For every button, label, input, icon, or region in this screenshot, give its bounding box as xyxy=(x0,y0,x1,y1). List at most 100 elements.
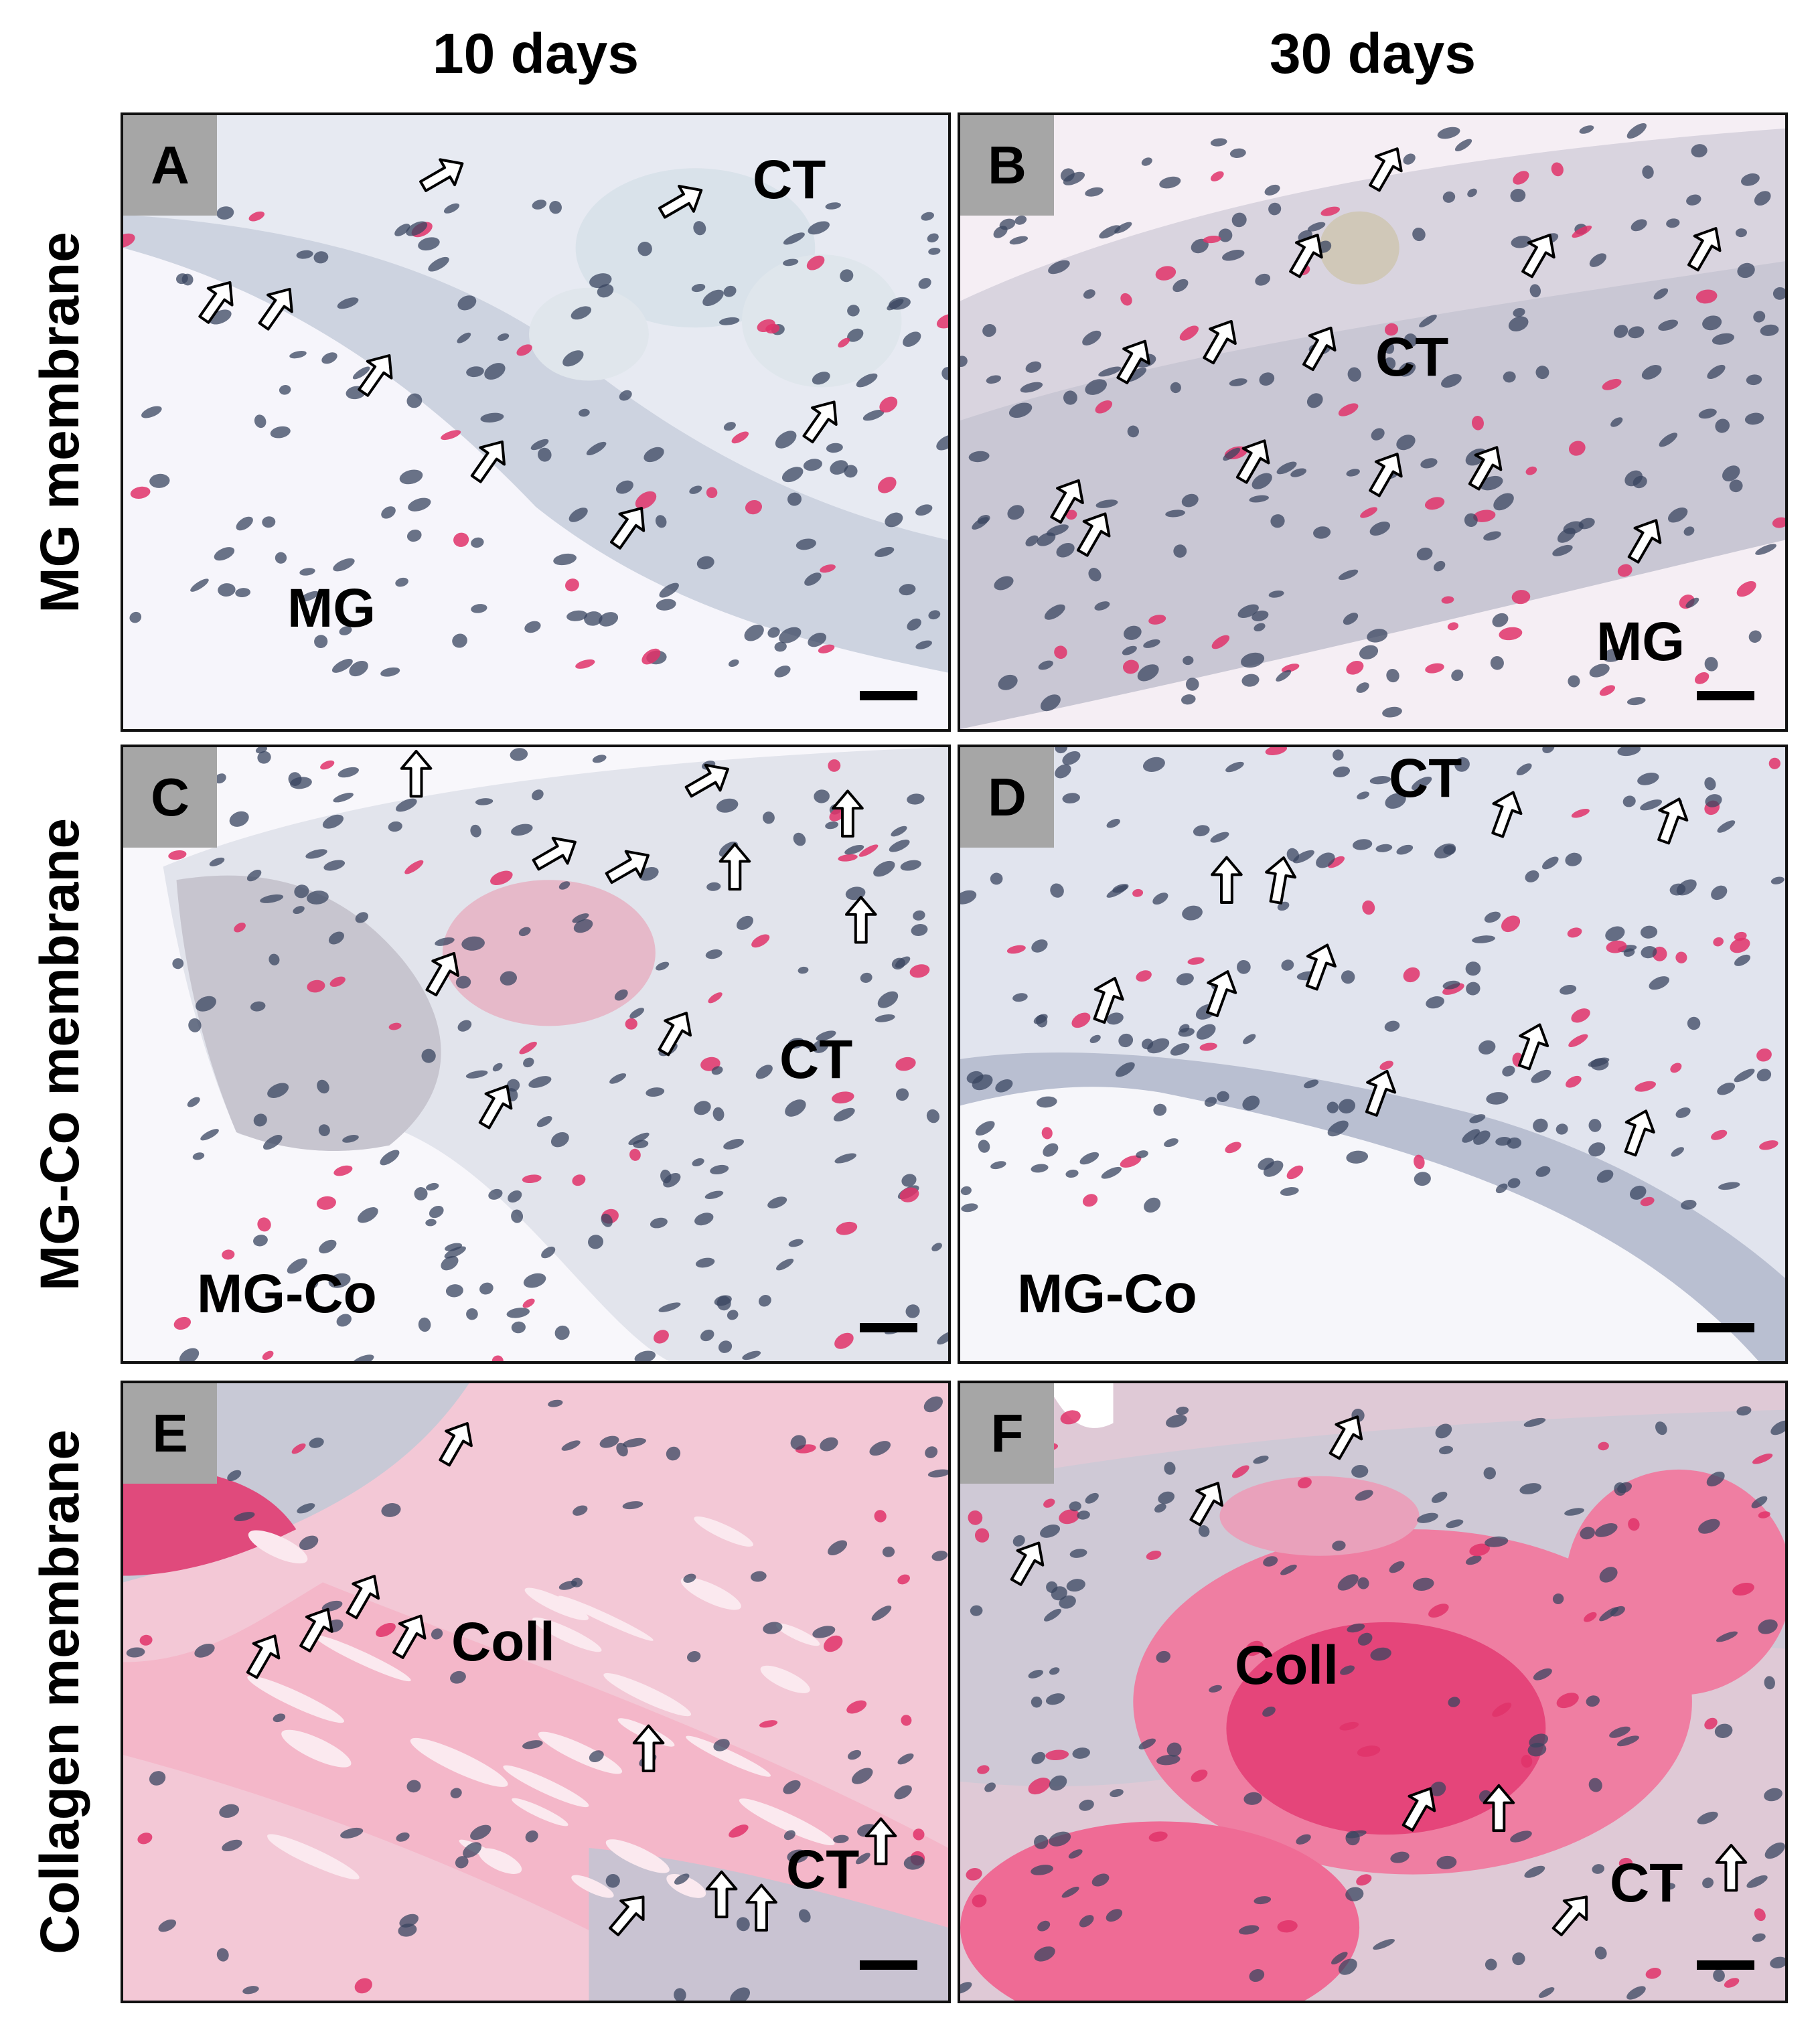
cell-nucleus xyxy=(381,1503,401,1517)
cell-nucleus xyxy=(1164,1462,1176,1475)
stained-cell xyxy=(1041,1127,1053,1140)
cell-nucleus xyxy=(913,910,925,921)
cell-nucleus xyxy=(1513,307,1525,317)
cell-nucleus xyxy=(1686,194,1701,206)
stained-cell xyxy=(751,934,770,948)
cell-nucleus xyxy=(1675,1107,1691,1118)
cell-nucleus xyxy=(1332,1540,1346,1551)
cell-nucleus xyxy=(1304,1079,1319,1089)
cell-nucleus xyxy=(1697,1811,1718,1824)
cell-nucleus xyxy=(218,583,236,597)
cell-nucleus xyxy=(1490,655,1504,670)
cell-nucleus xyxy=(1293,850,1314,864)
cell-nucleus xyxy=(1367,629,1388,643)
cell-nucleus xyxy=(425,1219,437,1227)
cell-nucleus xyxy=(532,200,547,210)
cell-nucleus xyxy=(899,584,916,596)
cell-nucleus xyxy=(1170,1043,1190,1056)
cell-nucleus xyxy=(1626,697,1646,706)
cell-nucleus xyxy=(1711,885,1728,901)
cell-nucleus xyxy=(816,1030,836,1041)
cell-nucleus xyxy=(418,237,440,251)
cell-nucleus xyxy=(1079,1152,1099,1165)
stained-cell xyxy=(1730,937,1750,953)
cell-nucleus xyxy=(1072,1747,1090,1759)
cell-nucleus xyxy=(357,1207,378,1223)
cell-nucleus xyxy=(1099,225,1121,239)
cell-nucleus xyxy=(289,351,307,359)
cell-nucleus xyxy=(775,431,797,449)
cell-nucleus xyxy=(1137,664,1159,682)
cell-nucleus xyxy=(1079,1799,1094,1811)
stained-cell xyxy=(820,564,836,573)
cell-nucleus xyxy=(1609,1726,1631,1738)
cell-nucleus xyxy=(1737,262,1755,279)
stained-cell xyxy=(522,1174,542,1184)
cell-nucleus xyxy=(1359,645,1379,659)
cell-nucleus xyxy=(1735,228,1747,238)
cell-nucleus xyxy=(1442,191,1456,203)
cell-nucleus xyxy=(573,919,593,933)
cell-nucleus xyxy=(1716,1631,1738,1642)
cell-nucleus xyxy=(686,1651,701,1662)
cell-nucleus xyxy=(1237,959,1251,974)
stained-cell xyxy=(222,1249,235,1260)
cell-nucleus xyxy=(1327,1120,1349,1137)
cell-nucleus xyxy=(270,426,291,439)
cell-nucleus xyxy=(1770,1956,1785,1968)
cell-nucleus xyxy=(1154,1503,1166,1513)
cell-nucleus xyxy=(1375,844,1393,852)
stained-cell xyxy=(1447,622,1459,631)
stained-cell xyxy=(1043,1498,1055,1508)
cell-nucleus xyxy=(968,451,990,463)
cell-nucleus xyxy=(1417,1512,1438,1523)
cell-nucleus xyxy=(1351,1465,1369,1478)
stained-cell xyxy=(1713,937,1724,947)
stained-cell xyxy=(1525,466,1537,475)
cell-nucleus xyxy=(763,1622,783,1634)
collagen-gap xyxy=(281,1729,352,1768)
collagen-gap xyxy=(410,1737,508,1787)
cell-nucleus xyxy=(381,506,396,519)
cell-nucleus xyxy=(1263,1160,1284,1177)
cell-nucleus xyxy=(723,422,736,431)
cell-nucleus xyxy=(785,1099,806,1117)
cell-nucleus xyxy=(275,552,287,564)
cell-nucleus xyxy=(1744,412,1764,425)
stained-cell xyxy=(139,1634,153,1646)
cell-nucleus xyxy=(214,773,226,784)
cell-nucleus xyxy=(506,1308,530,1318)
cell-nucleus xyxy=(1217,1091,1229,1102)
stained-cell xyxy=(1297,1477,1312,1489)
cell-nucleus xyxy=(331,659,353,673)
cell-nucleus xyxy=(1484,911,1501,923)
cell-nucleus xyxy=(1143,639,1160,648)
cell-nucleus xyxy=(1478,1040,1496,1055)
cell-nucleus xyxy=(1508,316,1529,331)
cell-nucleus xyxy=(1764,1676,1775,1690)
cell-nucleus xyxy=(1671,1147,1684,1157)
cell-nucleus xyxy=(380,667,400,677)
stained-cell xyxy=(1635,1081,1656,1092)
cell-nucleus xyxy=(783,258,799,266)
stained-cell xyxy=(519,1041,537,1055)
cell-nucleus xyxy=(1568,675,1580,688)
scale-bar xyxy=(1697,1323,1754,1332)
cell-nucleus xyxy=(1507,1178,1521,1188)
cell-nucleus xyxy=(234,1512,255,1522)
stained-cell xyxy=(257,1217,271,1232)
cell-nucleus xyxy=(1065,1169,1079,1178)
cell-nucleus xyxy=(1454,139,1472,152)
cell-nucleus xyxy=(562,350,584,367)
cell-nucleus xyxy=(744,624,764,641)
cell-nucleus xyxy=(1667,508,1688,523)
cell-nucleus xyxy=(1346,469,1360,477)
stained-cell xyxy=(491,1355,504,1361)
cell-nucleus xyxy=(1495,1183,1508,1194)
cell-nucleus xyxy=(1681,1199,1697,1210)
cell-nucleus xyxy=(1629,1185,1647,1200)
cell-nucleus xyxy=(1082,330,1102,345)
cell-nucleus xyxy=(1101,1166,1122,1179)
cell-nucleus xyxy=(700,1329,714,1342)
stained-cell xyxy=(1568,441,1586,456)
